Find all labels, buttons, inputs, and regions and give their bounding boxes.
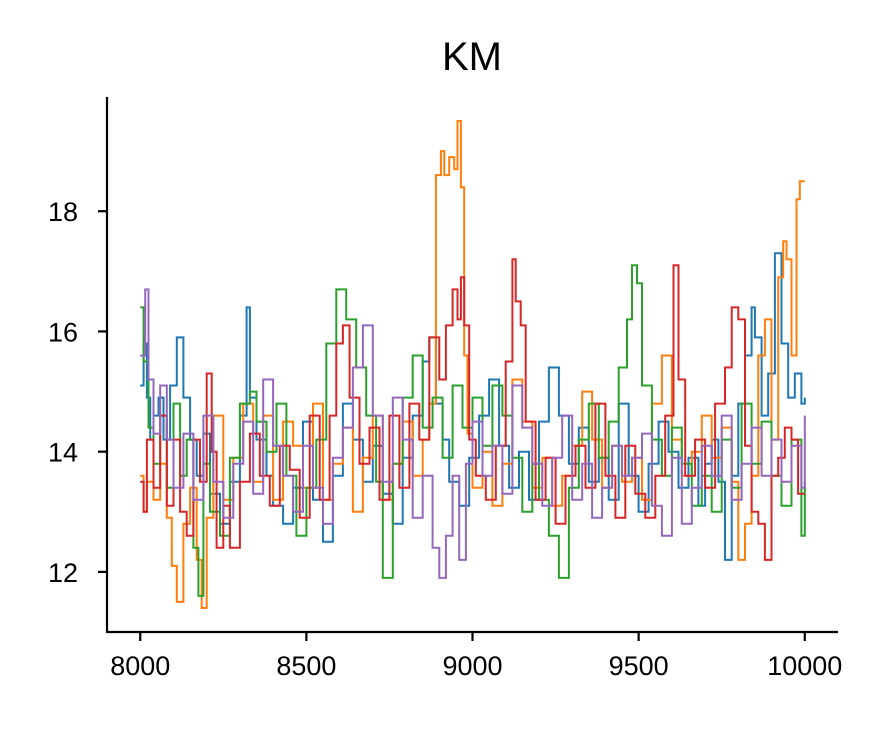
y-tick-label: 14 — [48, 438, 78, 468]
y-tick-label: 12 — [48, 558, 78, 588]
series-line-3 — [140, 264, 806, 597]
axes — [105, 97, 838, 634]
x-tick-label: 9500 — [609, 651, 669, 681]
x-tick-label: 8000 — [110, 651, 170, 681]
x-tick-label: 10000 — [767, 651, 842, 681]
series-layer — [140, 120, 806, 609]
x-tick-label: 9000 — [442, 651, 502, 681]
series-line-5 — [140, 288, 806, 579]
chart-title: KM — [442, 35, 502, 79]
y-tick-label: 16 — [48, 317, 78, 347]
x-tick-label: 8500 — [276, 651, 336, 681]
y-tick-label: 18 — [48, 197, 78, 227]
ticks-layer: 8000 8500 9000 9500 10000 12 14 16 18 — [48, 197, 842, 681]
